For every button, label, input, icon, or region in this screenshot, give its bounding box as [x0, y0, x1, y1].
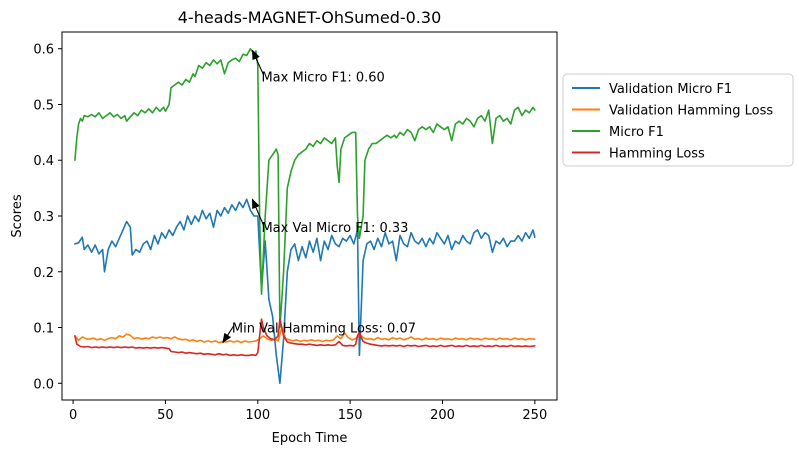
y-tick-label: 0.3 — [33, 210, 54, 225]
legend-label-validation-micro-f1: Validation Micro F1 — [609, 82, 732, 97]
annotation-arrow — [251, 49, 264, 75]
series-line-hamming-loss — [74, 318, 536, 357]
x-tick-label: 50 — [157, 408, 174, 423]
legend-label-validation-hamming-loss: Validation Hamming Loss — [609, 104, 773, 119]
y-axis-label: Scores — [10, 194, 25, 237]
series-line-validation-micro-f1 — [74, 198, 536, 385]
legend-label-micro-f1: Micro F1 — [609, 125, 664, 140]
annotation-label: Min Val Hamming Loss: 0.07 — [232, 322, 416, 337]
annotation-label: Max Val Micro F1: 0.33 — [261, 221, 408, 236]
y-tick-label: 0.2 — [33, 266, 54, 281]
legend-box — [562, 73, 794, 167]
series-line-micro-f1 — [74, 47, 536, 329]
series-layer — [74, 47, 536, 385]
x-axis: 0 50 100 150 200 250 — [69, 400, 547, 423]
x-tick-label: 150 — [338, 408, 363, 423]
y-axis: 0.0 0.1 0.2 0.3 0.4 0.5 0.6 — [33, 43, 62, 392]
x-tick-label: 0 — [69, 408, 77, 423]
series-line-validation-hamming-loss — [74, 326, 536, 344]
x-tick-label: 250 — [522, 408, 547, 423]
y-tick-label: 0.0 — [33, 377, 54, 392]
y-tick-label: 0.4 — [33, 154, 54, 169]
annotation-arrow — [251, 198, 264, 226]
chart-title: 4-heads-MAGNET-OhSumed-0.30 — [178, 8, 442, 27]
y-tick-label: 0.6 — [33, 43, 54, 58]
legend: Validation Micro F1 Validation Hamming Lo… — [562, 73, 794, 167]
x-tick-label: 100 — [245, 408, 270, 423]
legend-label-hamming-loss: Hamming Loss — [609, 147, 705, 162]
y-tick-label: 0.5 — [33, 98, 54, 113]
x-tick-label: 200 — [430, 408, 455, 423]
annotation-arrow — [222, 325, 235, 344]
annotation-layer: Max Micro F1: 0.60 Max Val Micro F1: 0.33… — [222, 49, 416, 344]
annotation-label: Max Micro F1: 0.60 — [261, 71, 384, 86]
x-axis-label: Epoch Time — [272, 431, 348, 446]
y-tick-label: 0.1 — [33, 322, 54, 337]
